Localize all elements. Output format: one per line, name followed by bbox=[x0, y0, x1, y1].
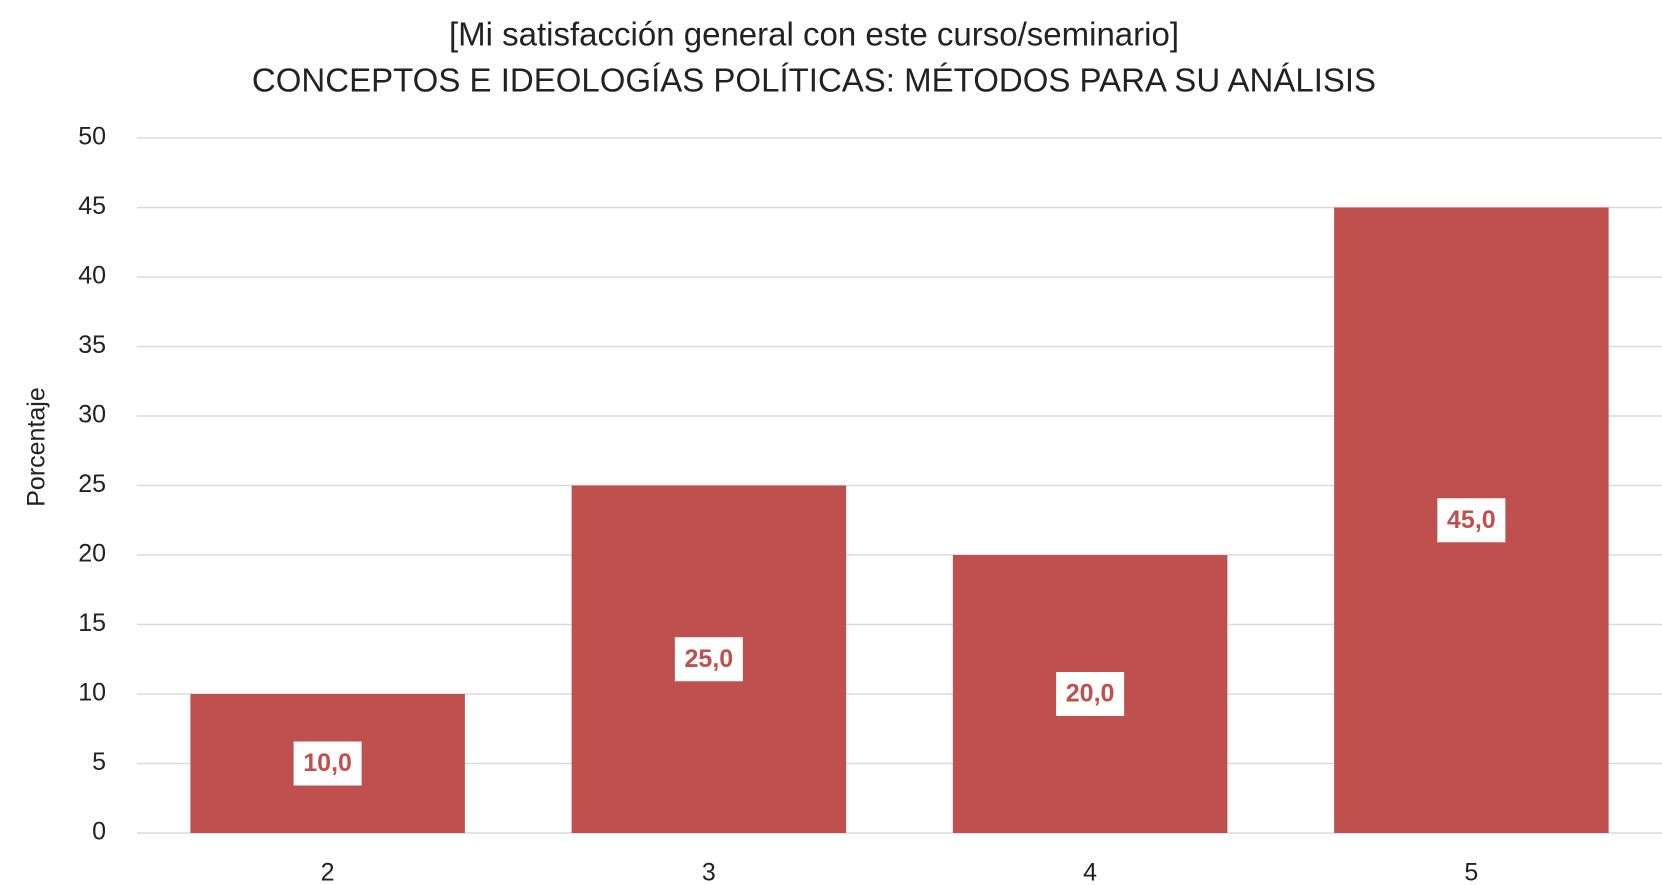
chart-subtitle: CONCEPTOS E IDEOLOGÍAS POLÍTICAS: MÉTODO… bbox=[252, 62, 1376, 99]
y-tick-label: 15 bbox=[78, 609, 106, 637]
y-tick-label: 5 bbox=[92, 748, 106, 776]
y-tick-label: 45 bbox=[78, 192, 106, 220]
x-tick-label: 3 bbox=[702, 859, 716, 885]
y-tick-label: 10 bbox=[78, 679, 106, 707]
y-tick-label: 50 bbox=[78, 123, 106, 151]
x-tick-label: 5 bbox=[1464, 859, 1478, 885]
value-label-box bbox=[674, 637, 743, 682]
value-label: 25,0 bbox=[685, 645, 734, 673]
y-tick-label: 40 bbox=[78, 262, 106, 290]
y-tick-label: 20 bbox=[78, 540, 106, 568]
y-tick-label: 30 bbox=[78, 401, 106, 429]
x-tick-label: 4 bbox=[1083, 859, 1097, 885]
y-tick-label: 35 bbox=[78, 331, 106, 359]
value-label-box bbox=[1437, 498, 1506, 543]
y-tick-label: 25 bbox=[78, 470, 106, 498]
value-label-box bbox=[293, 741, 362, 786]
y-axis-label: Porcentaje bbox=[23, 387, 51, 507]
y-tick-label: 0 bbox=[92, 818, 106, 846]
value-label: 10,0 bbox=[303, 749, 352, 777]
chart-title: [Mi satisfacción general con este curso/… bbox=[449, 16, 1179, 53]
value-label: 20,0 bbox=[1066, 680, 1115, 708]
value-label: 45,0 bbox=[1447, 506, 1496, 534]
value-label-box bbox=[1056, 672, 1125, 716]
x-tick-label: 2 bbox=[321, 859, 335, 885]
